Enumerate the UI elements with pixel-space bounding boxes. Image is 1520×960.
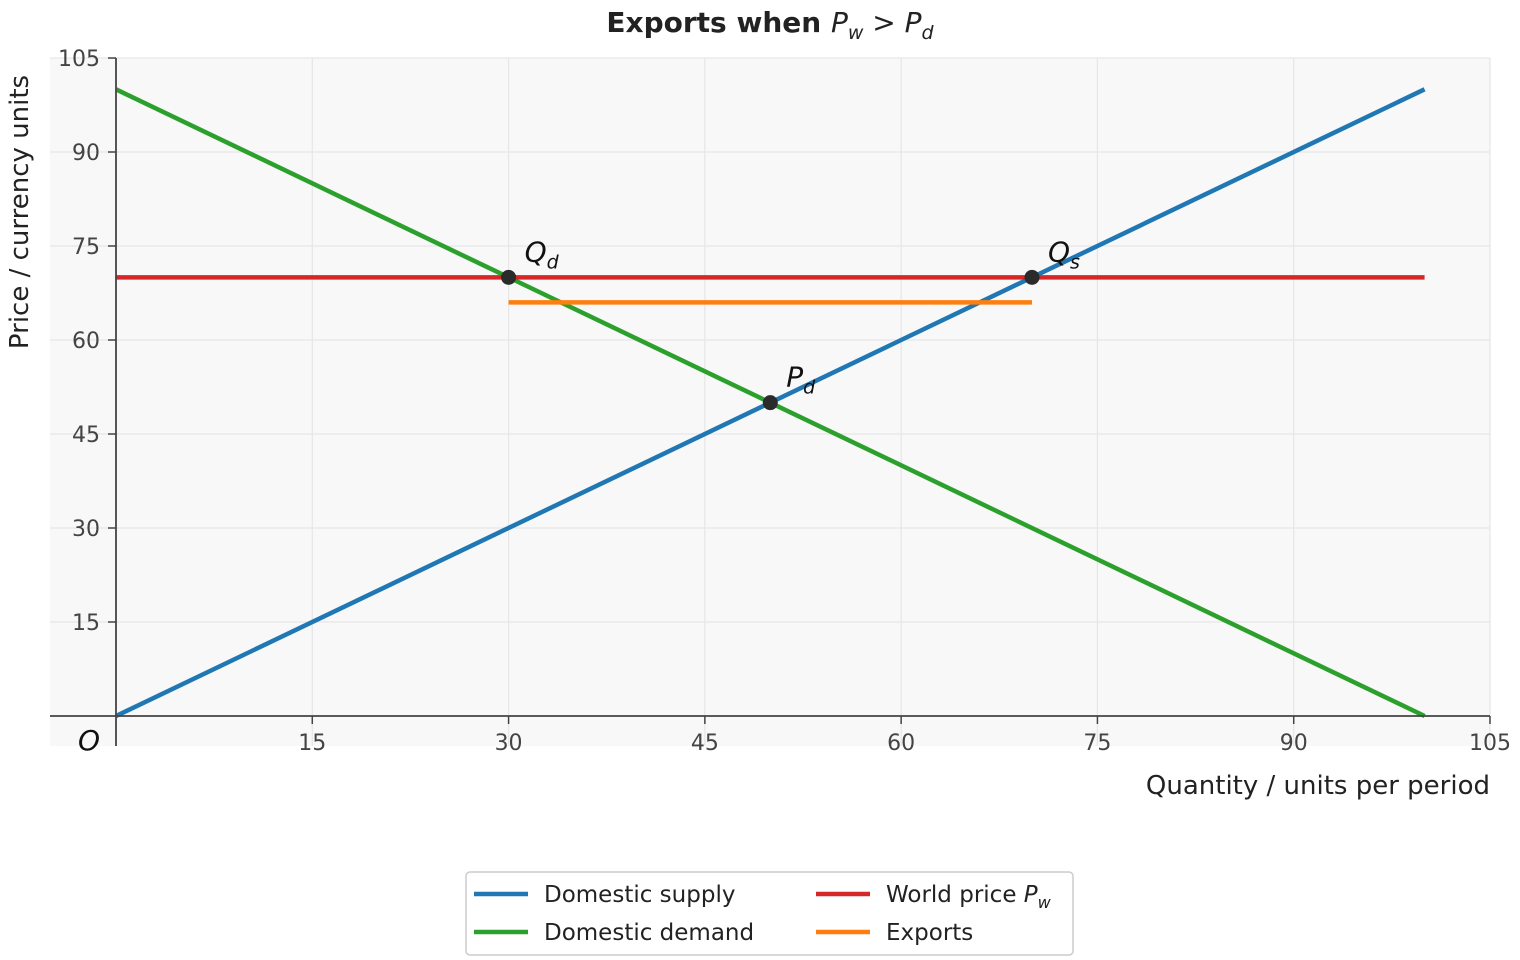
x-tick-label: 45 <box>691 731 719 756</box>
chart-title: Exports when Pw > Pd <box>606 6 934 44</box>
point-label-1: Qs <box>1048 235 1080 273</box>
chart-title-op: > <box>863 6 904 39</box>
point-marker-1 <box>1024 269 1040 285</box>
y-tick-label: 30 <box>72 517 100 542</box>
x-tick-label: 105 <box>1469 731 1511 756</box>
chart-title-sub2: d <box>922 22 935 44</box>
x-tick-label: 30 <box>495 731 523 756</box>
y-tick-label: 15 <box>72 611 100 636</box>
y-tick-label: 45 <box>72 423 100 448</box>
y-tick-label: 75 <box>72 235 100 260</box>
x-tick-label: 90 <box>1280 731 1308 756</box>
point-marker-0 <box>501 269 517 285</box>
point-marker-2 <box>762 395 778 411</box>
x-tick-label: 60 <box>887 731 915 756</box>
origin-label: O <box>78 724 100 757</box>
y-tick-label: 60 <box>72 329 100 354</box>
chart-title-math: P <box>831 6 848 39</box>
ticks: 15 30 45 60 75 90 105 15 30 45 60 75 90 105 <box>58 47 1511 756</box>
point-label-0: Qd <box>525 235 560 273</box>
chart-title-sub: w <box>848 22 864 44</box>
x-tick-label: 15 <box>298 731 326 756</box>
x-tick-label: 75 <box>1083 731 1111 756</box>
chart-title-text: Exports when <box>606 6 831 39</box>
chart-title-math2: P <box>905 6 922 39</box>
legend-frame <box>465 871 1074 956</box>
legend-label-1: Domestic demand <box>544 920 754 946</box>
x-axis-label: Quantity / units per period <box>1146 771 1490 801</box>
grid <box>50 57 1491 746</box>
legend-label-0: Domestic supply <box>544 882 735 908</box>
point-label-2: Pd <box>786 361 816 399</box>
y-tick-label: 90 <box>72 141 100 166</box>
legend-label-2: World price Pw <box>886 882 1052 912</box>
legend-label-3: Exports <box>886 920 973 946</box>
y-axis-label: Price / currency units <box>5 75 35 349</box>
y-tick-label: 105 <box>58 47 100 72</box>
axes <box>50 58 1490 746</box>
point-layer: Qd Qs Pd <box>501 235 1080 411</box>
legend: Domestic supply Domestic demand World pric… <box>465 871 1074 956</box>
